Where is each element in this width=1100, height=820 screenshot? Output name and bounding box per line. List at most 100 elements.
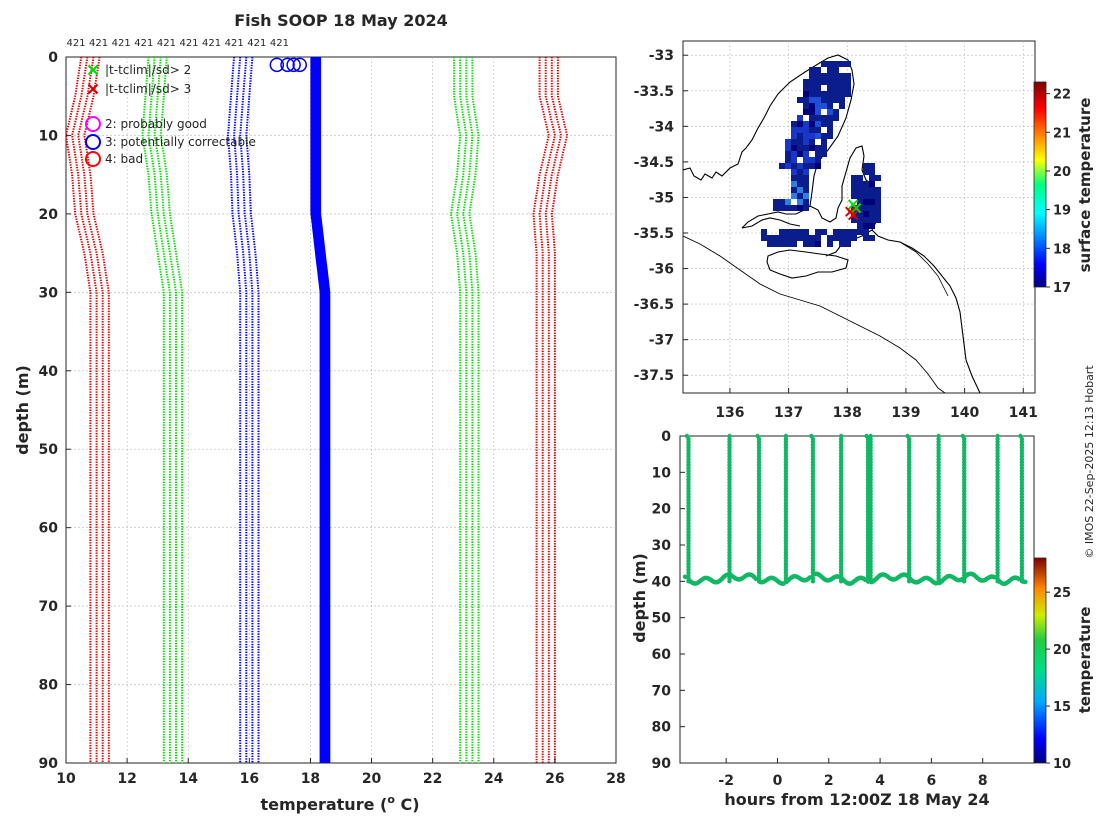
sst-cell [791,157,797,163]
dt-cast-point [756,579,762,584]
sst-cell [785,139,791,145]
map-cb-tick-label: 17 [1053,281,1071,296]
profile-y-tick-label: 60 [39,521,59,537]
dt-cast-point [962,579,967,584]
legend-circle-marker [85,134,101,150]
sst-cell [839,91,845,97]
sst-cell [827,79,833,85]
sst-cell [869,169,875,175]
sst-cell [833,97,839,103]
sst-cell [863,163,869,169]
sst-cell [821,97,827,103]
sst-cell [821,91,827,97]
sst-cell [785,229,791,235]
sst-cell [797,235,803,241]
dt-y-tick-label: 60 [652,647,672,663]
sst-cell [797,205,803,211]
profile-panel: 10 12 14 16 18 20 22 24 26 28 0 10 20 30 40 50 60 70 80 90… [13,38,626,814]
coast-spencer-gulf [683,54,855,229]
sst-cell [797,127,803,133]
depth-time-x-label: hours from 12:00Z 18 May 24 [724,790,989,809]
clim-mean-band [310,57,331,763]
map-cast-markers [844,199,862,221]
clim-minus3sd [83,57,110,763]
clim-minus2sd [153,57,177,763]
profile-x-tick-label: 10 [56,771,76,787]
sst-cell [791,151,797,157]
sst-cell [833,109,839,115]
sst-cell [857,199,863,205]
sst-cell [863,181,869,187]
sst-cell [845,85,851,91]
sst-cell [827,115,833,121]
sst-cell [797,187,803,193]
sst-cell [791,121,797,127]
sst-cell [815,235,821,241]
sst-cell [785,157,791,163]
sst-cell [869,211,875,217]
depth-time-points [682,433,1028,587]
map-cb-tick-label: 19 [1053,204,1071,219]
sst-cell [803,199,809,205]
coast-fleurieu-coorong [871,229,981,393]
sst-cell [845,73,851,79]
sst-cell [797,121,803,127]
dt-cb-tick-label: 10 [1053,757,1071,772]
sst-cell [803,205,809,211]
sst-cell [809,73,815,79]
dt-y-tick-label: 10 [652,465,672,481]
sst-cell [809,235,815,241]
map-cast-marker-b [850,202,862,214]
sst-cell [803,187,809,193]
sst-cell [863,169,869,175]
sst-cell [875,187,881,193]
profile-x-ticks: 10 12 14 16 18 20 22 24 26 28 [56,758,626,787]
profile-top-label: 421 [247,38,266,49]
dt-cb-tick-label: 20 [1053,643,1071,658]
map-x-tick-label: 138 [833,405,862,421]
profile-top-label: 421 [225,38,244,49]
sst-cell [827,121,833,127]
sst-cell [803,97,809,103]
sst-cell [839,103,845,109]
sst-cell [773,235,779,241]
sst-cell [869,187,875,193]
profile-top-label: 421 [179,38,198,49]
profile-top-label: 421 [202,38,221,49]
profile-top-label: 421 [112,38,131,49]
sst-cell [863,223,869,229]
dt-y-tick-label: 0 [661,429,671,445]
map-cast-marker-b [847,210,859,221]
sst-cell [791,193,797,199]
profile-y-tick-label: 90 [39,756,59,772]
map-y-tick-label: -35 [649,190,674,206]
legend-label: 2: probably good [105,117,207,131]
profile-y-tick-label: 10 [39,128,59,144]
depth-time-panel: -2 0 2 4 6 8 0 10 20 30 40 50 60 70 80 90 hours from 1… [630,429,1094,809]
clim-mean [226,57,242,763]
sst-cell [797,193,803,199]
profile-y-tick-label: 0 [48,50,58,66]
dt-y-tick-label: 50 [652,611,672,627]
sst-cell [809,127,815,133]
sst-cell [803,241,809,247]
sst-cell [821,103,827,109]
profile-x-tick-label: 20 [362,771,382,787]
sst-cell [851,235,857,241]
sst-cell [875,217,881,223]
sst-cell [803,109,809,115]
sst-cell [815,241,821,247]
profile-y-tick-label: 50 [39,442,59,458]
sst-cell [815,103,821,109]
map-cb-tick-label: 22 [1053,88,1071,103]
map-y-tick-label: -33 [649,48,674,64]
map-panel: 136 137 138 139 140 141 -33-33.5-34-34.5-35-3… [634,40,1094,421]
sst-cell [815,229,821,235]
flag-circle [269,57,285,73]
depth-time-colorbar [1033,557,1047,764]
sst-cell [827,97,833,103]
dt-point [1023,579,1028,585]
sst-cell [815,151,821,157]
sst-cell [821,139,827,145]
sst-cell [839,61,845,67]
